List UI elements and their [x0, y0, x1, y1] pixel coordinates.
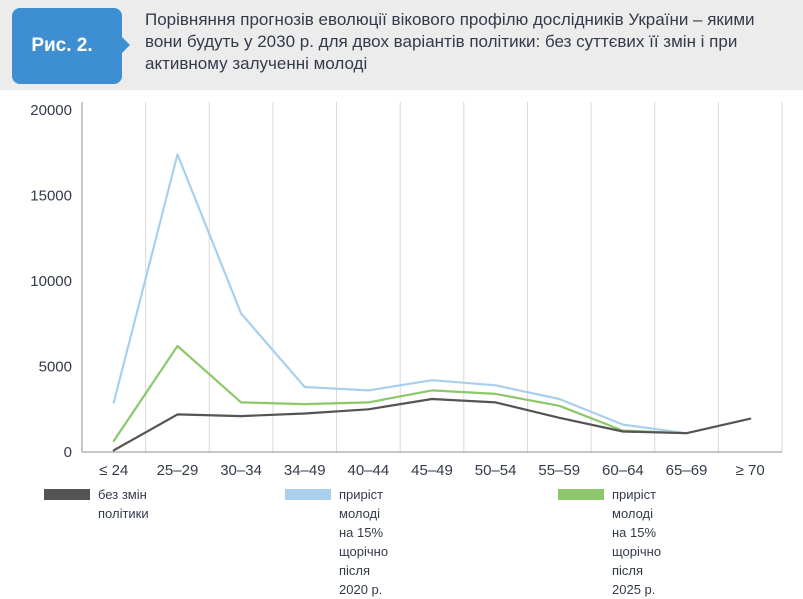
x-tick-label: 25–29 — [157, 462, 199, 479]
legend-swatch-no-change — [44, 489, 90, 500]
series-line-no-change — [112, 397, 752, 452]
figure-header: Рис. 2. Порівняння прогнозів еволюції ві… — [0, 0, 803, 90]
x-tick-label: 45–49 — [411, 462, 453, 479]
chart-legend: без змін політики приріст молоді на 15% … — [0, 483, 803, 597]
series-line-growth-2020 — [112, 153, 688, 435]
legend-label-growth-2025: приріст молоді на 15% щорічно після 2025… — [612, 487, 662, 597]
legend-label-growth-2020: приріст молоді на 15% щорічно після 2020… — [339, 487, 389, 597]
x-tick-label: ≥ 70 — [736, 462, 765, 479]
legend-swatch-growth-2025 — [558, 489, 604, 500]
x-tick-label: 34–49 — [284, 462, 326, 479]
y-tick-label: 0 — [64, 444, 72, 461]
legend-swatch-growth-2020 — [285, 489, 331, 500]
x-tick-label: 55–59 — [538, 462, 580, 479]
x-tick-label: ≤ 24 — [99, 462, 128, 479]
x-tick-label: 65–69 — [666, 462, 708, 479]
legend-label-no-change: без змін політики — [98, 487, 149, 521]
y-tick-label: 5000 — [39, 359, 72, 376]
x-tick-label: 30–34 — [220, 462, 262, 479]
figure-label-badge: Рис. 2. — [12, 8, 122, 84]
figure-label: Рис. 2. — [31, 35, 93, 56]
y-tick-label: 15000 — [30, 188, 72, 205]
badge-arrow-icon — [121, 36, 130, 54]
y-tick-label: 20000 — [30, 102, 72, 119]
x-tick-label: 50–54 — [475, 462, 517, 479]
series-line-growth-2025 — [112, 344, 688, 442]
line-chart: 0 5000 10000 15000 20000 ≤ 24 25–29 30–34 34–49 4… — [30, 102, 783, 479]
figure-title: Порівняння прогнозів еволюції вікового п… — [145, 10, 755, 73]
x-tick-label: 60–64 — [602, 462, 644, 479]
y-tick-label: 10000 — [30, 273, 72, 290]
x-tick-label: 40–44 — [348, 462, 390, 479]
